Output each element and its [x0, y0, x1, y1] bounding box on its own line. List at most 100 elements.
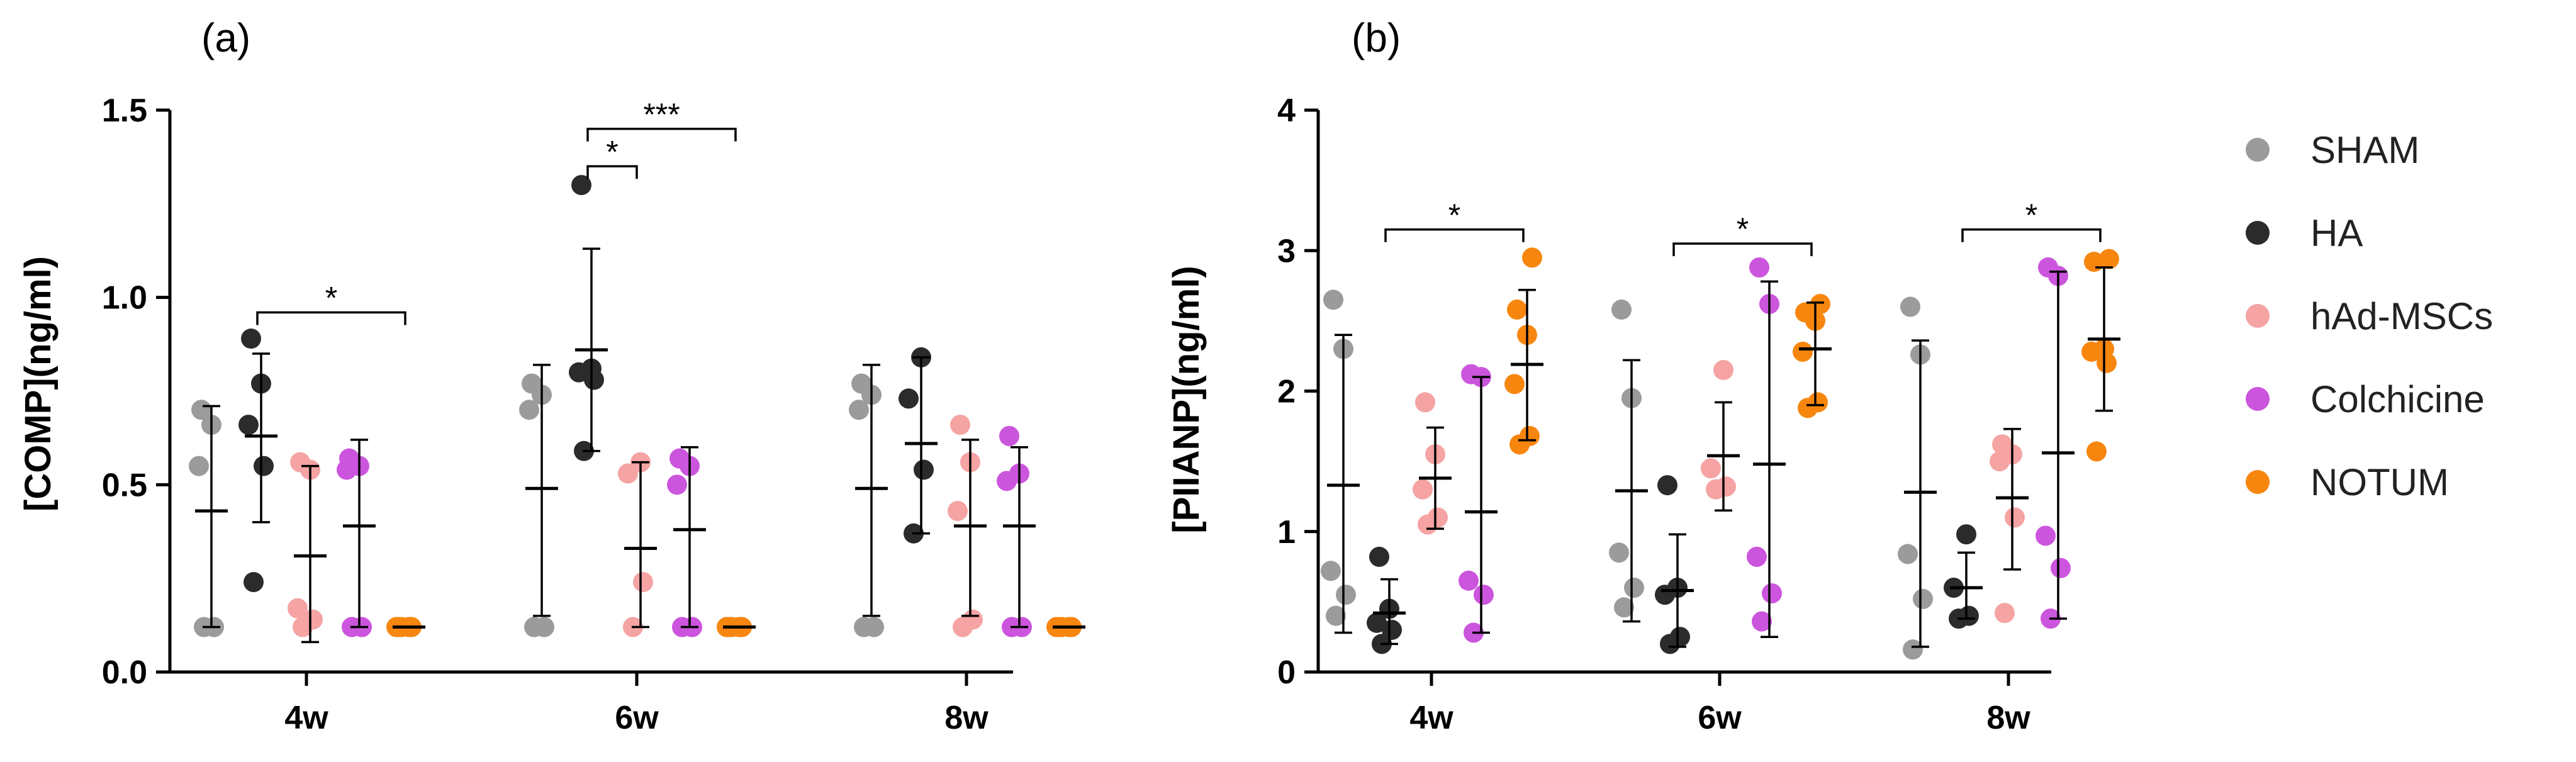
data-point [1716, 476, 1736, 497]
data-point [1810, 294, 1830, 315]
legend-swatch [2246, 387, 2270, 411]
y-tick-label: 1.0 [102, 280, 147, 317]
legend-swatch [2246, 304, 2270, 328]
data-point [1336, 585, 1356, 605]
data-point [1713, 360, 1733, 381]
data-point [1903, 639, 1923, 660]
y-tick-label: 4 [1277, 92, 1296, 129]
data-point [1326, 605, 1346, 626]
data-point [963, 609, 983, 630]
data-point [1900, 296, 1920, 317]
significance-bracket [1384, 228, 1525, 242]
significance-bracket [1961, 228, 2102, 242]
data-point [1382, 620, 1402, 641]
significance-bracket [586, 128, 737, 142]
data-point [1413, 479, 1433, 500]
data-point [1752, 611, 1772, 632]
legend-swatch [2246, 138, 2270, 162]
data-point [303, 609, 323, 630]
data-point [2051, 557, 2071, 578]
data-point [948, 501, 968, 522]
data-point [1657, 475, 1677, 496]
data-point [1808, 392, 1828, 413]
data-point [1793, 341, 1813, 362]
panel-b-label: (b) [1352, 15, 1401, 60]
data-point [667, 474, 687, 495]
data-point [851, 373, 871, 394]
significance-label: * [1448, 198, 1460, 233]
data-point [864, 617, 884, 637]
y-tick-label: 2 [1277, 374, 1296, 410]
panel-b-chart: (b) [PIIANP](ng/ml) 0 1 2 3 4 4w 6w 8w * * * [1166, 15, 2120, 736]
data-point [519, 400, 539, 420]
panel-a-chart: (a) [COMP](ng/ml) 0.00.51.01.54w 6w 8w****… [18, 15, 1085, 736]
data-point [1747, 546, 1767, 567]
data-point [633, 572, 653, 593]
data-point [189, 456, 209, 476]
legend-entry-label: hAd-MSCs [2310, 295, 2493, 337]
data-point [1369, 546, 1389, 567]
data-point [1614, 597, 1634, 618]
significance-bracket [586, 165, 638, 179]
x-tick-label: 6w [1698, 700, 1742, 736]
data-point [288, 598, 308, 619]
significance-bracket [1672, 242, 1813, 257]
data-point [1504, 374, 1525, 395]
panel-a-label: (a) [201, 15, 250, 60]
significance-label: * [2025, 198, 2037, 233]
y-tick-label: 0.5 [102, 467, 147, 503]
data-point [1474, 585, 1494, 605]
legend: SHAM HA hAd-MSCs Colchicine NOTUM [2246, 129, 2493, 503]
x-tick-label: 8w [944, 700, 988, 736]
data-point [1428, 507, 1448, 528]
data-point [1459, 570, 1479, 591]
data-point [1507, 300, 1527, 320]
legend-entry-label: HA [2310, 212, 2363, 254]
data-point [1624, 578, 1644, 598]
data-point [669, 448, 690, 469]
y-tick-label: 1.5 [102, 92, 147, 129]
data-point [914, 459, 934, 480]
data-point [1898, 544, 1918, 564]
data-point [1913, 588, 1933, 609]
legend-entry-label: NOTUM [2310, 461, 2449, 503]
panel-b-y-axis-title: [PIIANP](ng/ml) [1166, 266, 1207, 533]
data-point [2099, 249, 2119, 269]
data-point [1995, 603, 2015, 624]
x-tick-label: 4w [284, 700, 328, 736]
data-point [1367, 612, 1387, 633]
x-tick-label: 8w [1986, 700, 2030, 736]
data-point [290, 452, 310, 473]
x-tick-label: 4w [1409, 700, 1453, 736]
data-point [254, 456, 274, 476]
y-tick-label: 0.0 [102, 654, 147, 691]
data-point [2036, 525, 2056, 546]
data-point [1959, 605, 1979, 626]
data-point [1461, 364, 1481, 384]
panel-a-y-axis-title: [COMP](ng/ml) [18, 256, 59, 512]
data-point [1321, 561, 1341, 581]
significance-label: * [606, 134, 618, 169]
data-point [1522, 247, 1542, 268]
data-point [1520, 425, 1540, 446]
data-point [999, 425, 1019, 446]
data-point [1611, 300, 1632, 320]
data-point [1749, 257, 1769, 278]
data-point [899, 388, 919, 409]
data-point [1323, 289, 1343, 310]
data-point [1956, 524, 1976, 545]
y-tick-label: 1 [1277, 514, 1296, 551]
data-point [950, 415, 970, 435]
data-point [1415, 392, 1435, 413]
significance-label: * [1737, 211, 1749, 247]
data-point [849, 400, 869, 420]
y-tick-label: 3 [1277, 233, 1296, 269]
data-point [1762, 583, 1782, 603]
legend-swatch [2246, 221, 2270, 245]
data-point [339, 448, 359, 469]
data-point [2005, 507, 2025, 528]
significance-label: *** [643, 97, 680, 132]
y-tick-label: 0 [1277, 654, 1296, 691]
data-point [1670, 627, 1690, 647]
